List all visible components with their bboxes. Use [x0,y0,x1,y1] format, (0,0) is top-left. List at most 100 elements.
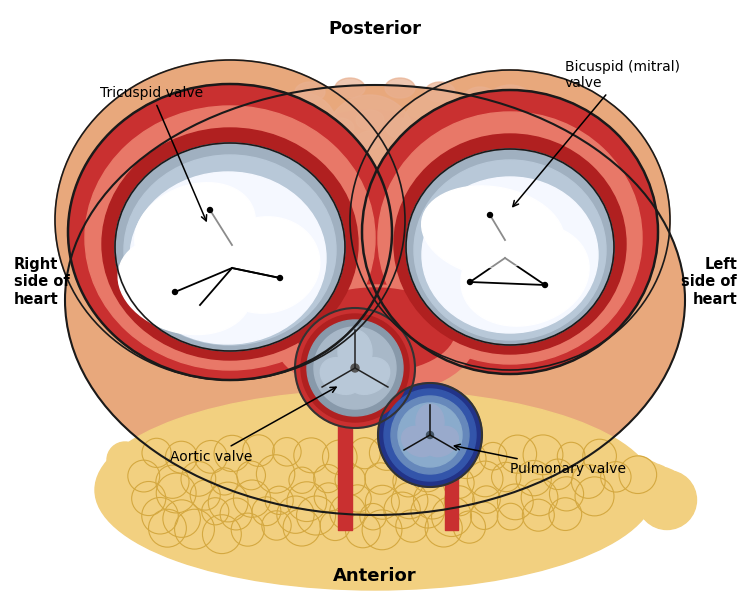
Circle shape [190,480,220,510]
Circle shape [443,467,474,498]
Circle shape [159,470,219,530]
Ellipse shape [414,160,606,340]
Ellipse shape [85,106,375,370]
Circle shape [586,443,620,477]
Circle shape [411,494,445,528]
Text: Tricuspid valve: Tricuspid valve [100,86,207,221]
Circle shape [480,85,540,145]
Ellipse shape [115,143,345,351]
Ellipse shape [350,70,670,370]
Ellipse shape [357,131,383,149]
Ellipse shape [68,84,392,380]
Ellipse shape [464,87,496,109]
Circle shape [398,403,462,467]
Circle shape [262,511,291,540]
Circle shape [335,465,366,495]
Circle shape [470,502,498,530]
Text: Right
side of
heart: Right side of heart [14,257,70,307]
Ellipse shape [134,118,162,138]
Circle shape [277,496,314,533]
Circle shape [294,438,329,473]
Circle shape [537,122,593,178]
Circle shape [322,440,357,474]
Circle shape [523,499,554,531]
Circle shape [491,462,521,492]
Circle shape [345,513,380,547]
Text: Posterior: Posterior [328,20,421,38]
Circle shape [472,486,500,513]
Circle shape [523,435,563,475]
Circle shape [307,320,403,416]
Circle shape [499,435,537,473]
Circle shape [549,498,582,531]
Circle shape [497,503,524,530]
Circle shape [207,207,213,213]
Circle shape [314,327,396,409]
Ellipse shape [378,112,642,364]
Circle shape [570,185,620,235]
Ellipse shape [348,358,390,394]
Circle shape [378,383,482,487]
Ellipse shape [275,285,475,395]
Ellipse shape [574,158,602,178]
Circle shape [256,455,295,493]
Circle shape [351,364,359,372]
Circle shape [384,492,421,528]
Ellipse shape [295,288,455,372]
Circle shape [362,510,402,550]
Ellipse shape [158,205,252,271]
Ellipse shape [402,426,436,456]
Circle shape [579,439,611,471]
Ellipse shape [252,87,284,109]
Circle shape [120,449,162,491]
Circle shape [365,463,397,494]
Ellipse shape [326,118,354,138]
Ellipse shape [210,217,320,313]
Ellipse shape [95,390,655,590]
Circle shape [156,465,189,498]
Circle shape [625,464,677,516]
Circle shape [426,439,456,470]
Circle shape [467,461,503,497]
Text: Pulmonary valve: Pulmonary valve [454,444,626,476]
Circle shape [181,461,216,496]
Circle shape [542,283,547,288]
Circle shape [165,473,228,537]
Ellipse shape [394,134,626,354]
Circle shape [414,481,451,519]
Circle shape [142,438,171,467]
Circle shape [605,453,649,497]
Circle shape [320,510,350,540]
Circle shape [214,435,250,471]
Ellipse shape [356,110,384,130]
Circle shape [295,308,415,428]
Circle shape [344,485,371,512]
Ellipse shape [425,82,455,102]
Circle shape [618,460,668,510]
Circle shape [200,85,260,145]
Circle shape [107,442,143,478]
Circle shape [208,482,248,522]
Circle shape [211,468,238,495]
Circle shape [128,460,160,492]
Circle shape [583,439,617,473]
Circle shape [297,496,336,535]
Ellipse shape [504,97,536,119]
Ellipse shape [335,78,365,98]
Ellipse shape [422,177,598,333]
Ellipse shape [397,139,423,157]
Ellipse shape [134,183,255,277]
Circle shape [252,497,281,526]
Ellipse shape [118,235,252,335]
Circle shape [468,280,472,285]
Circle shape [146,463,200,517]
Circle shape [631,467,687,523]
Circle shape [330,494,366,530]
Ellipse shape [386,118,414,138]
Ellipse shape [587,216,613,234]
Circle shape [287,482,327,522]
Ellipse shape [280,110,460,240]
Circle shape [265,486,294,515]
Circle shape [234,480,270,518]
Circle shape [152,467,210,524]
